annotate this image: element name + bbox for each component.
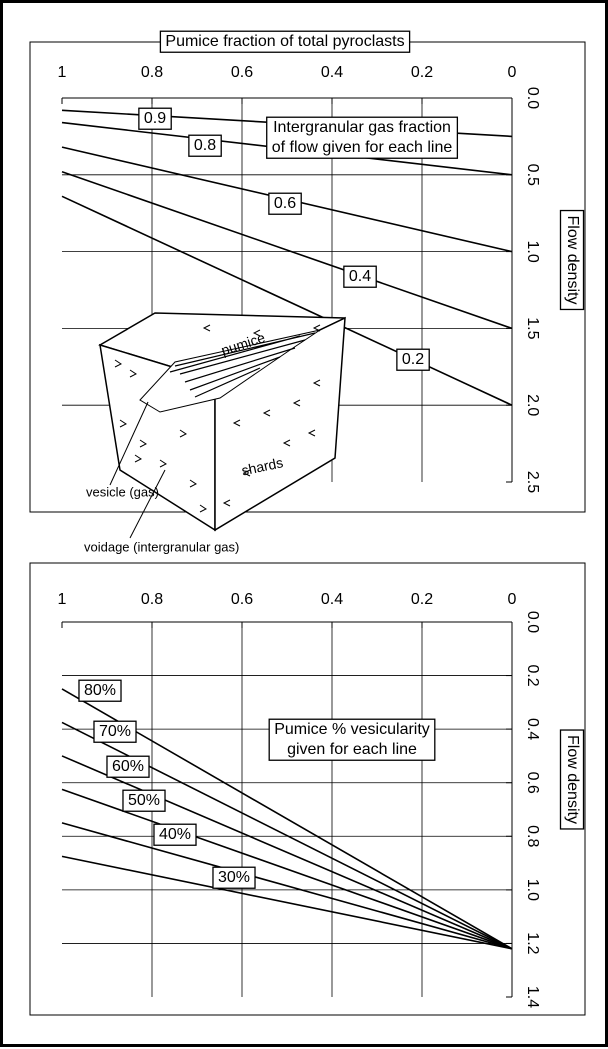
- series-label: 0.6: [274, 195, 296, 212]
- chart-bottom: 1 0.8 0.6 0.4 0.2 0 0.0 0.2 0.4 0.6 0.8 1.0 1.2 1.4 80…: [29, 562, 586, 1016]
- series-label-box: [93, 720, 137, 743]
- y-tick-label: 0.5: [524, 164, 541, 186]
- x-tick-label: 0.6: [231, 64, 253, 81]
- y-axis-label-box: [559, 209, 585, 311]
- annotation: of flow given for each line: [272, 139, 453, 156]
- series-label-box: [343, 265, 377, 288]
- vesicle-arrow: [109, 401, 149, 486]
- x-tick-label: 1: [58, 591, 67, 608]
- y-axis-label: Flow density: [564, 216, 581, 305]
- series-label: 0.8: [194, 137, 216, 154]
- y-tick-label: 0.0: [524, 87, 541, 109]
- annotation: Pumice % vesicularity: [274, 721, 430, 738]
- y-tick-label: 1.2: [524, 932, 541, 954]
- inset-diagram: pumice shards vesicle (gas) voidage (int…: [84, 312, 346, 554]
- x-tick-label: 0: [508, 64, 517, 81]
- data-line: [61, 788, 513, 950]
- x-tick-label: 0.8: [141, 591, 163, 608]
- y-axis-label: Flow density: [564, 735, 581, 824]
- y-tick-label: 1.0: [524, 879, 541, 901]
- chart-title: Pumice fraction of total pyroclasts: [165, 33, 404, 50]
- x-tick-label: 0.2: [411, 64, 433, 81]
- chart-title-box: [159, 30, 411, 53]
- series-label: 0.4: [349, 268, 371, 285]
- x-tick-label: 0.8: [141, 64, 163, 81]
- x-tick-label: 0.2: [411, 591, 433, 608]
- data-line: [61, 855, 513, 950]
- annotation-box: [266, 116, 459, 159]
- inset-label: voidage (intergranular gas): [84, 539, 239, 554]
- shard-marks: [114, 324, 321, 513]
- annotation-box: [268, 718, 436, 761]
- series-label-box: [396, 348, 430, 371]
- chart-frame: [29, 562, 586, 1016]
- y-axis-label-box: [559, 729, 585, 830]
- data-line: [61, 195, 513, 406]
- annotation: given for each line: [287, 741, 417, 758]
- voidage-arrow: [129, 469, 166, 539]
- pumice-texture: [169, 332, 316, 398]
- y-tick-label: 1.0: [524, 240, 541, 262]
- data-line: [61, 822, 513, 950]
- x-tick-label: 0.6: [231, 591, 253, 608]
- series-label: 0.2: [402, 351, 424, 368]
- series-label-box: [212, 866, 256, 889]
- y-tick-label: 0.0: [524, 611, 541, 633]
- data-line: [61, 170, 513, 330]
- series-label: 40%: [159, 826, 191, 843]
- series-label-box: [106, 755, 150, 778]
- y-tick-label: 2.5: [524, 471, 541, 493]
- data-line: [61, 688, 513, 950]
- series-label: 30%: [218, 869, 250, 886]
- series-label-box: [122, 789, 166, 812]
- series-label: 0.9: [144, 110, 166, 127]
- series-label-box: [188, 134, 222, 157]
- data-line: [61, 755, 513, 950]
- series-label: 80%: [84, 682, 116, 699]
- series-label-box: [268, 192, 302, 215]
- y-tick-label: 1.4: [524, 986, 541, 1008]
- y-tick-label: 1.5: [524, 317, 541, 339]
- y-tick-label: 0.2: [524, 664, 541, 686]
- y-tick-label: 0.8: [524, 825, 541, 847]
- series-label: 70%: [99, 723, 131, 740]
- y-tick-label: 0.4: [524, 718, 541, 740]
- inset-label: vesicle (gas): [86, 484, 159, 499]
- x-tick-label: 0.4: [321, 64, 343, 81]
- series-label-box: [153, 823, 197, 846]
- y-tick-label: 0.6: [524, 772, 541, 794]
- annotation: Intergranular gas fraction: [273, 119, 451, 136]
- x-tick-label: 0.4: [321, 591, 343, 608]
- x-tick-label: 1: [58, 64, 67, 81]
- y-tick-label: 2.0: [524, 394, 541, 416]
- series-label: 60%: [112, 758, 144, 775]
- x-tick-label: 0: [508, 591, 517, 608]
- series-label-box: [138, 107, 172, 130]
- series-label-box: [78, 679, 122, 702]
- series-label: 50%: [128, 792, 160, 809]
